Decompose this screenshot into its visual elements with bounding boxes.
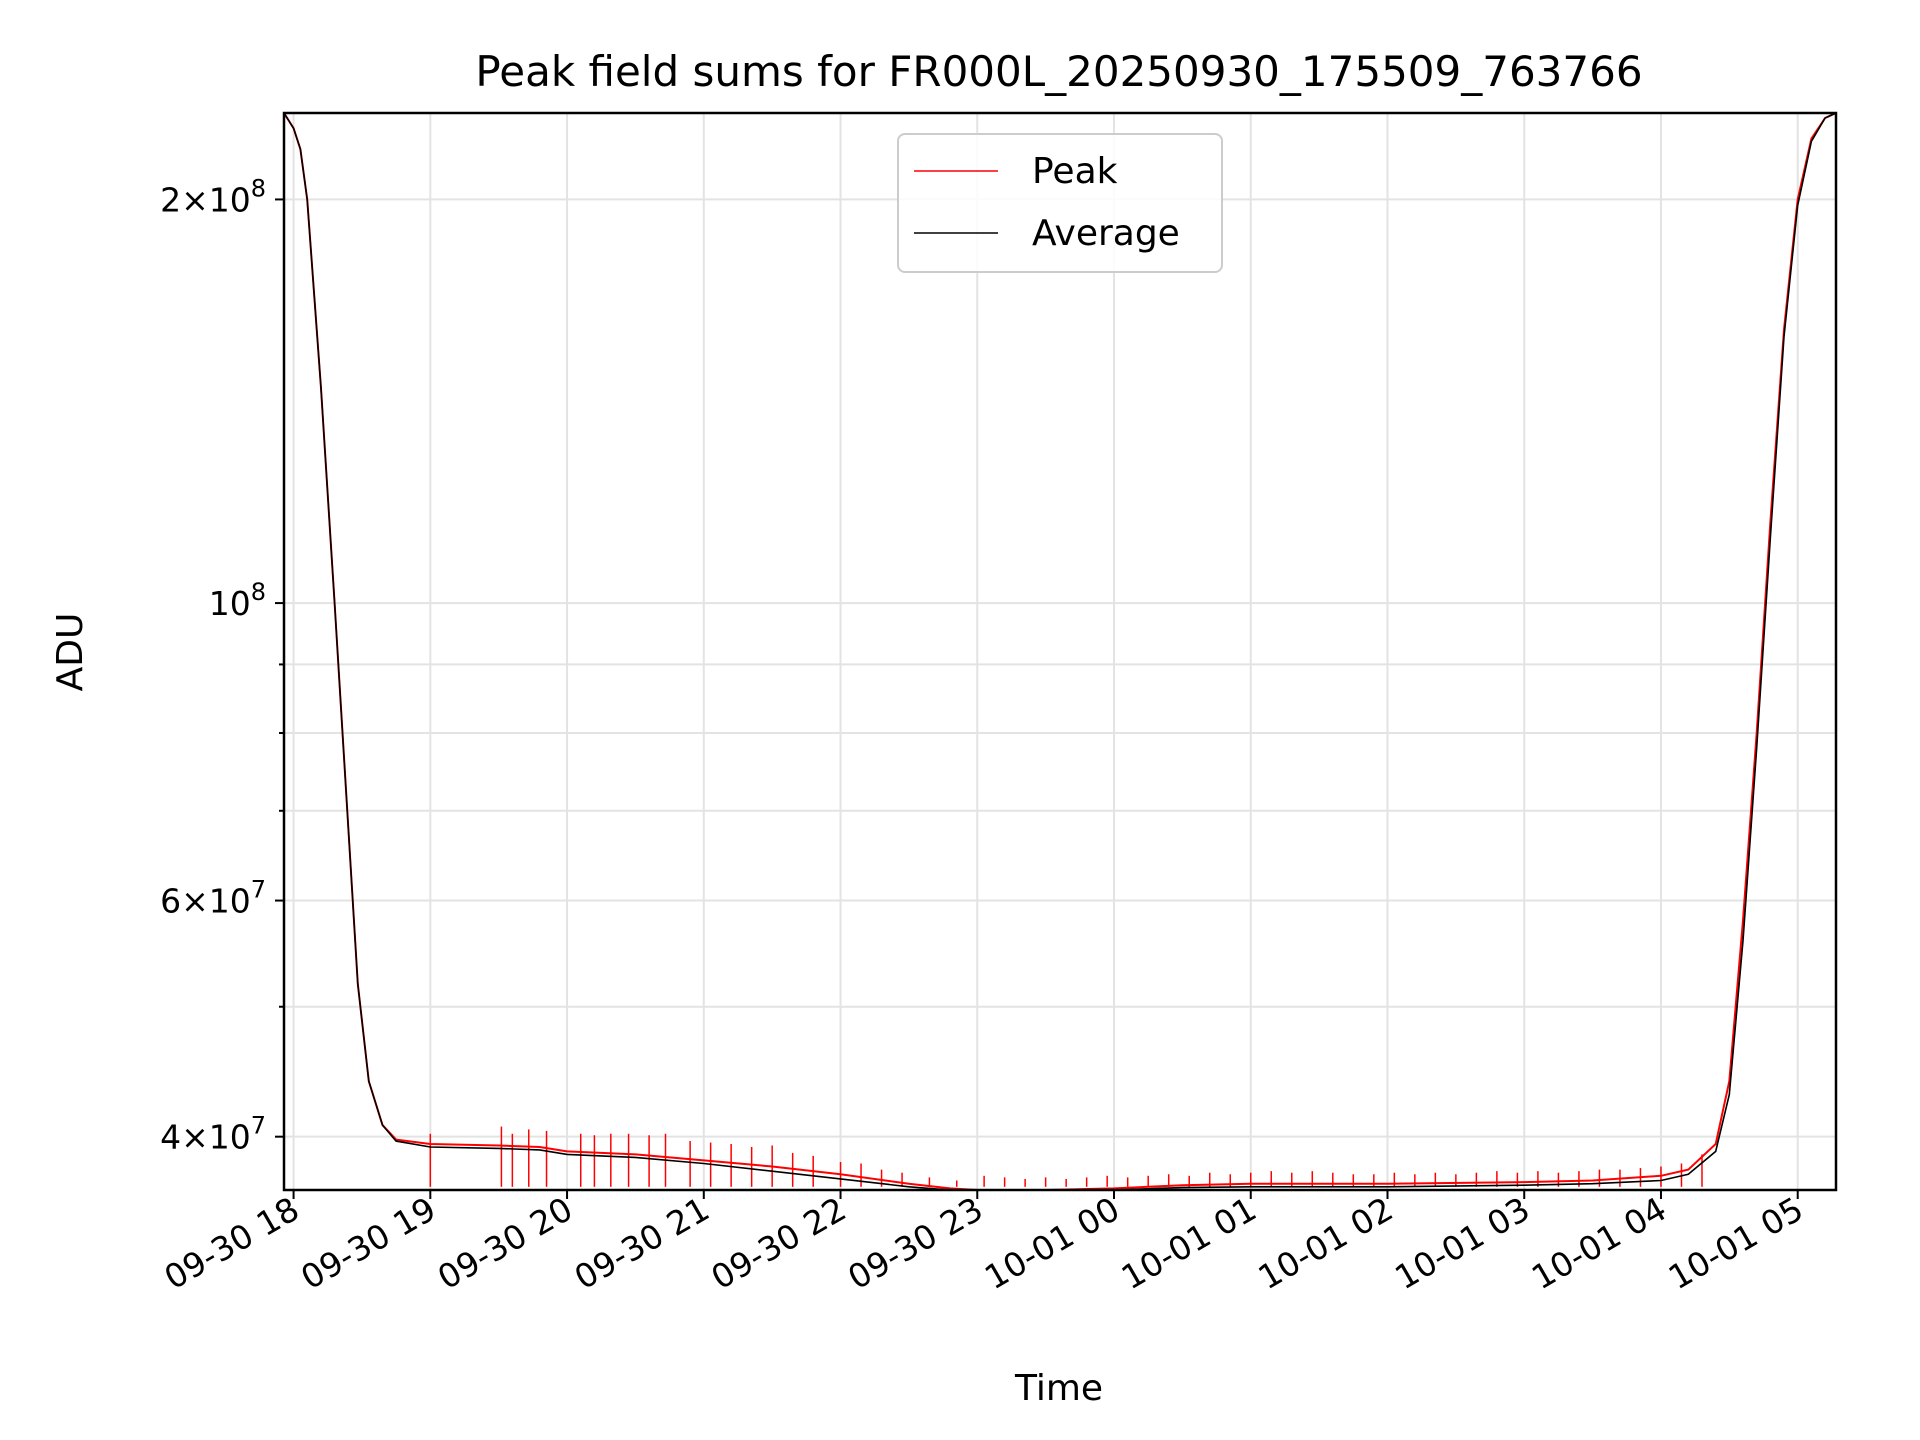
- chart-title: Peak field sums for FR000L_20250930_1755…: [475, 47, 1642, 96]
- average-series-line: [284, 113, 1836, 1190]
- y-tick-label: 108: [209, 578, 266, 623]
- legend-average-label: Average: [1032, 213, 1180, 254]
- legend-peak-label: Peak: [1032, 151, 1118, 192]
- legend: Peak Average: [897, 133, 1223, 273]
- grid-lines: [284, 113, 1836, 1190]
- legend-box: [897, 133, 1223, 273]
- y-axis-label: ADU: [50, 613, 91, 692]
- y-tick-label: 4×107: [160, 1112, 266, 1157]
- x-axis-label: Time: [1014, 1368, 1103, 1409]
- y-tick-label: 2×108: [160, 174, 266, 219]
- y-tick-label: 6×107: [160, 876, 266, 921]
- plot-frame: [282, 111, 1838, 1192]
- series-layer: [284, 113, 1836, 1190]
